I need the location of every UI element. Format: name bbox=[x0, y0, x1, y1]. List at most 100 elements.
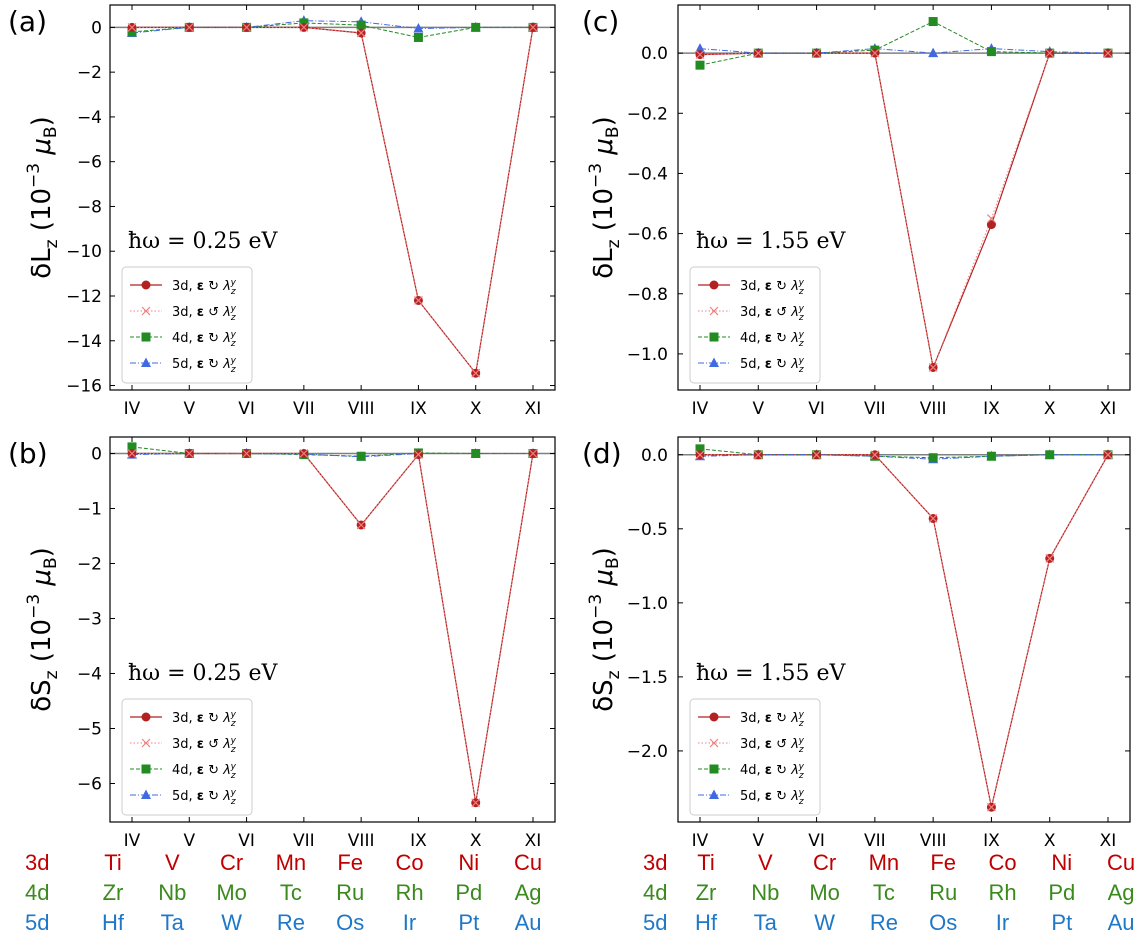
x-tick-label: VIII bbox=[348, 831, 375, 851]
element-symbol: Nb bbox=[158, 880, 187, 905]
data-point bbox=[1045, 48, 1055, 58]
legend-box bbox=[121, 698, 253, 816]
element-symbol: Pt bbox=[458, 910, 480, 935]
data-point bbox=[695, 60, 705, 70]
data-point bbox=[356, 28, 366, 38]
energy-annotation: ħω = 0.25 eV bbox=[128, 229, 279, 254]
legend: 3d, ε ↻ λzy 3d, ε ↺ λzy 4d, ε ↻ λzy 5d, ε ↻… bbox=[689, 266, 821, 384]
energy-annotation: ħω = 0.25 eV bbox=[128, 661, 279, 686]
legend-label: 5d, ε ↻ λzy bbox=[740, 356, 805, 375]
series-line-3 bbox=[699, 48, 1109, 54]
y-tick-label: −3 bbox=[77, 610, 102, 630]
element-symbol: Ru bbox=[336, 880, 365, 905]
y-tick-label: −0.5 bbox=[627, 520, 668, 540]
x-tick-label: VI bbox=[238, 399, 255, 419]
y-tick-label: −8 bbox=[77, 197, 102, 217]
data-point bbox=[471, 449, 481, 458]
legend-label: 4d, ε ↻ λzy bbox=[172, 330, 237, 349]
x-tick-label: IV bbox=[124, 399, 141, 419]
element-symbol: Nb bbox=[751, 880, 780, 905]
element-symbol: Zr bbox=[102, 880, 124, 905]
element-symbol: Ir bbox=[402, 910, 417, 935]
legend-label: 3d, ε ↺ λzy bbox=[172, 304, 237, 323]
legend-label: 5d, ε ↻ λzy bbox=[172, 788, 237, 807]
legend-marker bbox=[709, 332, 719, 342]
data-point bbox=[986, 220, 996, 230]
panel-label: (d) bbox=[582, 437, 622, 470]
legend-label: 3d, ε ↻ λzy bbox=[740, 710, 805, 729]
row-3d: 3d Ti V Cr Mn Fe Co Ni Cu bbox=[580, 849, 1139, 877]
data-point bbox=[413, 32, 423, 42]
x-tick-label: IX bbox=[983, 831, 1000, 851]
data-point bbox=[471, 798, 481, 808]
element-symbol: Cu bbox=[514, 850, 543, 875]
x-tick-label: VI bbox=[808, 831, 825, 851]
y-tick-label: −1.5 bbox=[627, 668, 668, 688]
legend-marker bbox=[141, 789, 151, 799]
element-symbol: Rh bbox=[395, 880, 424, 905]
y-tick-label: −14 bbox=[66, 332, 102, 352]
element-symbol: Ag bbox=[1107, 880, 1135, 905]
y-axis-label: δSz (10−3 μB) bbox=[586, 547, 624, 712]
legend-marker bbox=[709, 280, 719, 290]
element-symbol: Fe bbox=[930, 850, 957, 875]
legend: 3d, ε ↻ λzy 3d, ε ↺ λzy 4d, ε ↻ λzy 5d, ε ↻… bbox=[121, 698, 253, 816]
data-point bbox=[986, 451, 996, 461]
x-tick-label: XI bbox=[1100, 831, 1117, 851]
x-tick-label: VIII bbox=[348, 399, 375, 419]
row-5d: 5d Hf Ta W Re Os Ir Pt Au bbox=[580, 909, 1139, 937]
plot-frame bbox=[109, 436, 556, 823]
y-axis-label: δSz (10−3 μB) bbox=[24, 547, 62, 712]
element-symbol: Ir bbox=[995, 910, 1010, 935]
y-tick-label: −0.8 bbox=[627, 285, 668, 305]
data-point bbox=[812, 450, 821, 460]
data-point bbox=[1103, 450, 1113, 460]
x-tick-label: VII bbox=[293, 399, 315, 419]
x-tick-label: VIII bbox=[920, 399, 947, 419]
row-label: 5d bbox=[25, 910, 50, 935]
data-point bbox=[812, 48, 821, 58]
data-point bbox=[695, 444, 705, 454]
element-symbol: Co bbox=[988, 850, 1017, 875]
element-symbol: Ta bbox=[160, 910, 184, 935]
legend-marker bbox=[709, 357, 719, 367]
data-point bbox=[356, 451, 366, 461]
y-tick-label: −16 bbox=[66, 377, 102, 397]
x-tick-label: X bbox=[470, 399, 482, 419]
x-tick-label: IV bbox=[692, 831, 709, 851]
element-symbol: Au bbox=[514, 910, 542, 935]
plot-frame bbox=[677, 436, 1131, 823]
data-point bbox=[356, 520, 366, 530]
element-symbol: Ti bbox=[697, 850, 715, 875]
y-tick-label: −5 bbox=[77, 720, 102, 740]
data-point bbox=[928, 47, 939, 58]
legend-label: 3d, ε ↺ λzy bbox=[172, 736, 237, 755]
y-tick-label: −2 bbox=[77, 63, 102, 83]
data-point bbox=[356, 20, 366, 30]
element-symbol: W bbox=[221, 910, 242, 935]
element-symbol: Pd bbox=[1048, 880, 1076, 905]
element-symbol: Os bbox=[336, 910, 365, 935]
element-symbol: Cr bbox=[812, 850, 837, 875]
legend-marker bbox=[141, 738, 151, 748]
y-tick-label: −1.0 bbox=[627, 594, 668, 614]
legend-marker bbox=[141, 712, 151, 722]
x-tick-label: VIII bbox=[920, 831, 947, 851]
data-point bbox=[987, 802, 996, 812]
element-symbol: W bbox=[814, 910, 835, 935]
element-symbol: Mo bbox=[809, 880, 840, 905]
legend-label: 3d, ε ↻ λzy bbox=[172, 278, 237, 297]
row-label: 3d bbox=[25, 850, 50, 875]
data-point bbox=[528, 22, 538, 32]
y-tick-label: 0.0 bbox=[641, 44, 668, 64]
panel-label: (b) bbox=[8, 437, 48, 470]
legend-label: 5d, ε ↻ λzy bbox=[172, 356, 237, 375]
x-tick-label: XI bbox=[525, 399, 542, 419]
energy-annotation: ħω = 1.55 eV bbox=[696, 661, 847, 686]
data-point bbox=[695, 50, 705, 60]
element-symbol: Tc bbox=[279, 880, 302, 905]
element-symbol: Os bbox=[929, 910, 958, 935]
legend-label: 3d, ε ↻ λzy bbox=[172, 710, 237, 729]
legend-marker bbox=[141, 280, 151, 290]
